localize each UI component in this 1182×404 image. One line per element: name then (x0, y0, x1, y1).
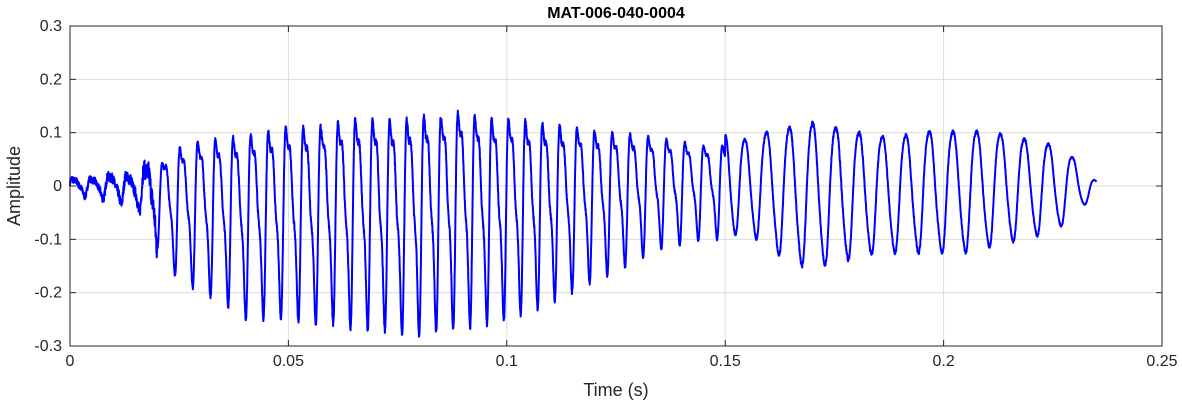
y-tick-label: -0.1 (34, 231, 62, 248)
signal-trace (69, 109, 1098, 338)
x-axis-label: Time (s) (583, 380, 648, 400)
x-tick-label: 0.25 (1146, 353, 1177, 370)
grid (70, 26, 1162, 346)
y-tick-label: -0.2 (34, 285, 62, 302)
x-tick-label: 0 (66, 353, 75, 370)
chart-title: MAT-006-040-0004 (547, 5, 685, 22)
axis-ticks: 0 0.05 0.1 0.15 0.2 0.25 -0.3 -0.2 -0.1 0 0.1 0.2 0.… (34, 18, 1177, 370)
y-tick-label: 0.1 (40, 125, 62, 142)
x-tick-label: 0.2 (932, 353, 954, 370)
y-tick-label: 0 (53, 178, 62, 195)
x-tick-label: 0.05 (273, 353, 304, 370)
y-tick-label: 0.2 (40, 71, 62, 88)
y-axis-label: Amplitude (4, 146, 24, 226)
x-tick-label: 0.1 (496, 353, 518, 370)
y-tick-label: 0.3 (40, 18, 62, 35)
x-tick-label: 0.15 (710, 353, 741, 370)
amplitude-series-line (69, 109, 1098, 338)
y-tick-label: -0.3 (34, 338, 62, 355)
